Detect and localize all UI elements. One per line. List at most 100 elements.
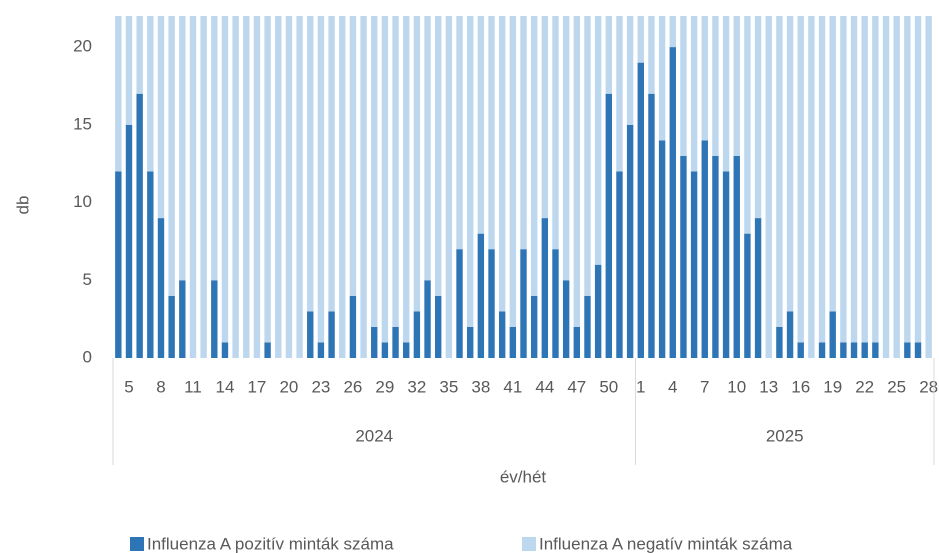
x-tick-label: 13 [759, 377, 778, 396]
x-tick-label: 38 [471, 377, 490, 396]
x-tick-label: 50 [599, 377, 618, 396]
bar-segment [786, 311, 794, 358]
bar-segment [520, 16, 527, 250]
bar-segment [658, 140, 666, 358]
x-tick-label: 20 [279, 377, 298, 396]
bar-segment [221, 342, 229, 358]
x-tick-label: 5 [124, 377, 133, 396]
bar-segment [722, 171, 730, 358]
bar-segment [552, 249, 559, 358]
bar-segment [520, 249, 527, 358]
bar-segment [626, 124, 634, 358]
bar-segment [211, 16, 218, 281]
bar-segment [776, 326, 783, 358]
bar-segment [392, 326, 399, 358]
bar-segment [541, 16, 549, 219]
x-tick-label: 23 [311, 377, 330, 396]
bar-segment [349, 16, 357, 296]
x-tick-label: 16 [791, 377, 810, 396]
bar-segment [392, 16, 399, 327]
bar-segment [157, 218, 165, 358]
bar-segment [339, 16, 346, 358]
bar-segment [616, 16, 623, 172]
x-tick-label: 10 [727, 377, 746, 396]
bar-segment [317, 16, 325, 343]
bar-segment [530, 16, 538, 296]
x-tick-label: 32 [407, 377, 426, 396]
bar-segment [861, 342, 868, 358]
bar-segment [307, 311, 314, 358]
bar-segment [381, 16, 389, 343]
bar-segment [744, 16, 751, 234]
bar-segment [179, 16, 186, 281]
bar-segment [680, 16, 687, 156]
bar-segment [754, 218, 762, 358]
x-tick-label: 14 [215, 377, 234, 396]
bar-segment [424, 16, 431, 281]
bar-segment [498, 16, 506, 312]
legend-label: Influenza A pozitív minták száma [147, 534, 394, 553]
bar-segment [829, 16, 836, 312]
x-axis-title: év/hét [500, 467, 547, 486]
bar-segment [626, 16, 634, 125]
bar-segment [637, 62, 644, 358]
bar-segment [786, 16, 794, 312]
bar-segment [893, 16, 900, 358]
bar-segment [904, 16, 911, 343]
bar-segment [488, 16, 495, 250]
x-tick-label: 22 [855, 377, 874, 396]
bar-segment [371, 16, 378, 327]
bar-segment [466, 16, 474, 327]
bar-segment [829, 311, 836, 358]
bar-segment [914, 16, 922, 343]
bar-segment [328, 311, 335, 358]
x-tick-label: 7 [700, 377, 709, 396]
bar-segment [904, 342, 911, 358]
bar-segment [754, 16, 762, 219]
bar-segment [509, 326, 517, 358]
bar-segment [797, 16, 804, 343]
bar-segment [456, 16, 463, 250]
x-tick-label: 44 [535, 377, 554, 396]
bar-segment [594, 264, 602, 358]
bar-segment [435, 16, 442, 296]
bar-segment [125, 16, 133, 125]
bar-segment [115, 16, 122, 172]
bar-segment [445, 16, 453, 358]
bar-segment [840, 342, 847, 358]
y-tick-label: 5 [83, 270, 92, 289]
bar-segment [147, 171, 154, 358]
y-tick-label: 0 [83, 347, 92, 366]
x-tick-label: 17 [247, 377, 266, 396]
bar-segment [435, 295, 442, 358]
bar-segment [594, 16, 602, 265]
bar-segment [914, 342, 922, 358]
bar-segment [413, 16, 421, 312]
y-tick-label: 10 [73, 192, 92, 211]
bar-segment [605, 93, 612, 358]
bar-segment [221, 16, 229, 343]
bar-segment [562, 280, 570, 358]
bar-segment [466, 326, 474, 358]
bar-segment [840, 16, 847, 343]
bar-segment [690, 171, 698, 358]
bar-segment [712, 16, 719, 156]
bar-segment [818, 342, 826, 358]
x-tick-label: 28 [919, 377, 938, 396]
bar-segment [211, 280, 218, 358]
bar-segment [882, 16, 890, 358]
bar-segment [797, 342, 804, 358]
bar-segment [573, 16, 581, 327]
x-tick-label: 25 [887, 377, 906, 396]
bar-segment [509, 16, 517, 327]
bar-segment [605, 16, 612, 94]
bar-segment [818, 16, 826, 343]
bar-segment [637, 16, 644, 63]
x-tick-label: 47 [567, 377, 586, 396]
bar-segment [264, 342, 271, 358]
bar-segment [850, 16, 858, 343]
x-tick-label: 26 [343, 377, 362, 396]
x-tick-label: 4 [668, 377, 677, 396]
x-tick-label: 35 [439, 377, 458, 396]
